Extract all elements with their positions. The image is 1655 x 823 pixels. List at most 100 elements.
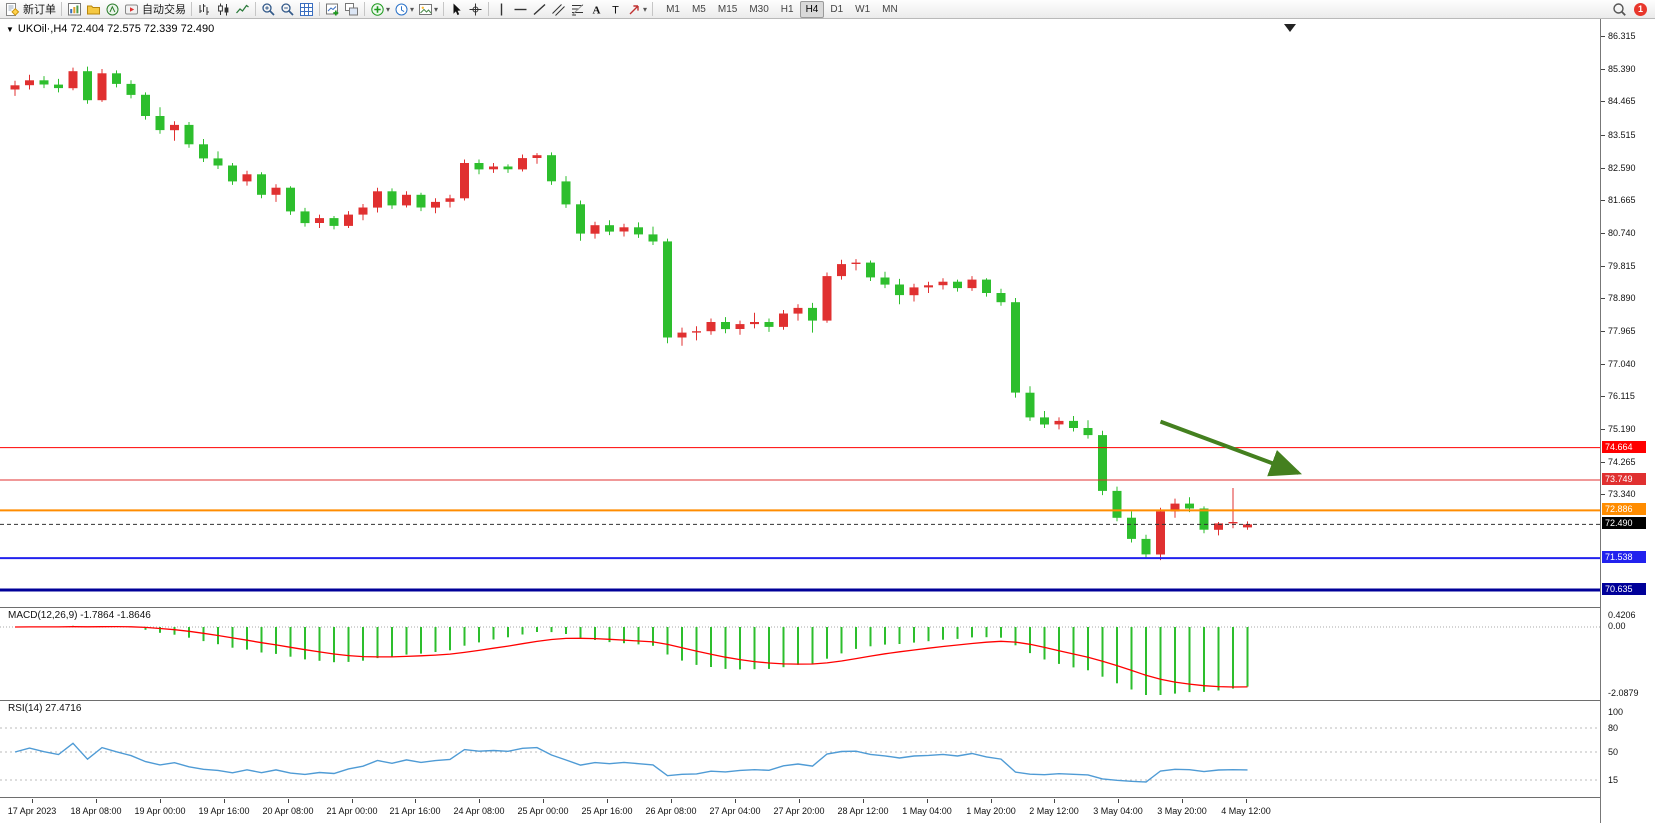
timeframe-toolbar: M1 M5 M15 M30 H1 H4 D1 W1 MN xyxy=(660,0,904,18)
chart-collapse-icon[interactable]: ▼ xyxy=(6,24,14,34)
channel-button[interactable] xyxy=(549,1,568,18)
rsi-axis-label: 15 xyxy=(1608,775,1619,785)
time-axis-label: 27 Apr 20:00 xyxy=(773,806,825,816)
arrows-icon xyxy=(627,2,642,17)
chart-symbol-header: ▼ UKOil·,H4 72.404 72.575 72.339 72.490 xyxy=(6,23,214,35)
zoom-in-button[interactable] xyxy=(259,1,278,18)
time-axis-label: 2 May 12:00 xyxy=(1029,806,1079,816)
search-button[interactable] xyxy=(1610,1,1629,18)
profiles-icon xyxy=(86,2,101,17)
trend-arrow[interactable] xyxy=(1159,419,1302,477)
text-label-button[interactable]: T xyxy=(606,1,625,18)
chevron-down-icon: ▾ xyxy=(386,4,391,14)
price-badge: 70.635 xyxy=(1602,583,1646,595)
price-tick xyxy=(1601,331,1605,332)
panel-separator[interactable] xyxy=(0,607,1655,608)
candlestick-type-icon xyxy=(216,2,231,17)
crosshair-button[interactable] xyxy=(466,1,485,18)
rsi-name: RSI(14) xyxy=(8,703,43,714)
time-tick xyxy=(160,799,161,803)
grid-button[interactable] xyxy=(297,1,316,18)
text-label-icon: T xyxy=(608,2,623,17)
timeframe-H4[interactable]: H4 xyxy=(799,0,825,18)
rsi-label: RSI(14) 27.4716 xyxy=(8,703,81,714)
timeframe-M15[interactable]: M15 xyxy=(717,3,738,15)
price-axis-label: 75.190 xyxy=(1608,424,1636,434)
rsi-axis-label: 100 xyxy=(1608,707,1624,717)
chart-window-button[interactable] xyxy=(65,1,84,18)
trendline-icon xyxy=(532,2,547,17)
time-axis-label: 3 May 20:00 xyxy=(1157,806,1207,816)
toolbar-separator xyxy=(488,2,490,16)
svg-text:A: A xyxy=(593,4,601,16)
symbol-ohlc-text: UKOil·,H4 72.404 72.575 72.339 72.490 xyxy=(17,23,215,35)
price-tick xyxy=(1601,429,1605,430)
bar-chart-type-button[interactable] xyxy=(195,1,214,18)
macd-axis-label: 0.00 xyxy=(1608,621,1626,631)
panel-separator[interactable] xyxy=(0,797,1655,798)
periods-button[interactable]: ▾ xyxy=(392,1,416,18)
tile-windows-icon xyxy=(344,2,359,17)
price-tick xyxy=(1601,364,1605,365)
fibonacci-button[interactable] xyxy=(568,1,587,18)
time-axis-label: 4 May 12:00 xyxy=(1221,806,1271,816)
price-axis[interactable]: 86.315 85.390 84.465 83.515 82.590 81.665 80.7… xyxy=(1601,0,1655,823)
line-chart-type-button[interactable] xyxy=(233,1,252,18)
cursor-button[interactable] xyxy=(447,1,466,18)
time-tick xyxy=(96,799,97,803)
timeframe-D1[interactable]: D1 xyxy=(830,3,844,15)
chart-shift-marker[interactable] xyxy=(1284,24,1296,32)
vertical-line-button[interactable] xyxy=(492,1,511,18)
toolbar-separator xyxy=(61,2,62,16)
rsi-panel[interactable] xyxy=(0,701,1600,797)
candlestick-type-button[interactable] xyxy=(214,1,233,18)
price-tick xyxy=(1601,266,1605,267)
macd-values: -1.7864 -1.8646 xyxy=(80,610,151,621)
time-axis-label: 3 May 04:00 xyxy=(1093,806,1143,816)
time-axis-label: 18 Apr 08:00 xyxy=(70,806,122,816)
horizontal-line-button[interactable] xyxy=(511,1,530,18)
timeframe-H1[interactable]: H1 xyxy=(780,3,794,15)
time-tick xyxy=(1118,799,1119,803)
timeframe-M30[interactable]: M30 xyxy=(749,3,769,15)
macd-panel[interactable] xyxy=(0,608,1600,700)
timeframe-M5[interactable]: M5 xyxy=(691,3,706,15)
new-chart-button[interactable] xyxy=(323,1,342,18)
new-order-button[interactable]: 新订单 xyxy=(3,1,58,18)
notification-badge[interactable]: 1 xyxy=(1634,2,1647,16)
timeframe-M1[interactable]: M1 xyxy=(666,3,680,15)
timeframe-W1[interactable]: W1 xyxy=(855,3,871,15)
macd-signal-line xyxy=(14,625,1248,688)
chevron-down-icon: ▾ xyxy=(643,4,648,14)
time-axis-label: 25 Apr 00:00 xyxy=(517,806,569,816)
trendline-button[interactable] xyxy=(530,1,549,18)
price-badge: 72.490 xyxy=(1602,517,1646,529)
macd-axis-label: -2.0879 xyxy=(1608,688,1639,698)
price-axis-label: 73.340 xyxy=(1608,489,1636,499)
toolbar-separator xyxy=(443,2,445,16)
profiles-button[interactable] xyxy=(84,1,103,18)
indicators-icon xyxy=(370,2,385,17)
indicators-button[interactable]: ▾ xyxy=(368,1,392,18)
auto-trading-button[interactable]: 自动交易 xyxy=(122,1,188,18)
panel-separator[interactable] xyxy=(0,700,1655,701)
main-chart-panel[interactable] xyxy=(0,19,1600,607)
rsi-value: 27.4716 xyxy=(45,703,82,714)
zoom-out-button[interactable] xyxy=(278,1,297,18)
auto-trading-label: 自动交易 xyxy=(142,4,186,16)
tile-windows-button[interactable] xyxy=(342,1,361,18)
macd-axis-label: 0.4206 xyxy=(1608,610,1636,620)
timeframe-MN[interactable]: MN xyxy=(882,3,898,15)
time-tick xyxy=(799,799,800,803)
time-axis[interactable]: 17 Apr 2023 18 Apr 08:00 19 Apr 00:00 19 Ap… xyxy=(0,798,1600,823)
text-button[interactable]: A xyxy=(587,1,606,18)
toolbar-separator xyxy=(319,2,320,16)
templates-button[interactable]: ▾ xyxy=(416,1,440,18)
arrows-button[interactable]: ▾ xyxy=(625,1,649,18)
toolbar-right: 1 xyxy=(1610,1,1652,18)
navigator-button[interactable] xyxy=(103,1,122,18)
zoom-in-icon xyxy=(261,2,276,17)
price-axis-label: 81.665 xyxy=(1608,195,1636,205)
price-axis-label: 77.965 xyxy=(1608,326,1636,336)
